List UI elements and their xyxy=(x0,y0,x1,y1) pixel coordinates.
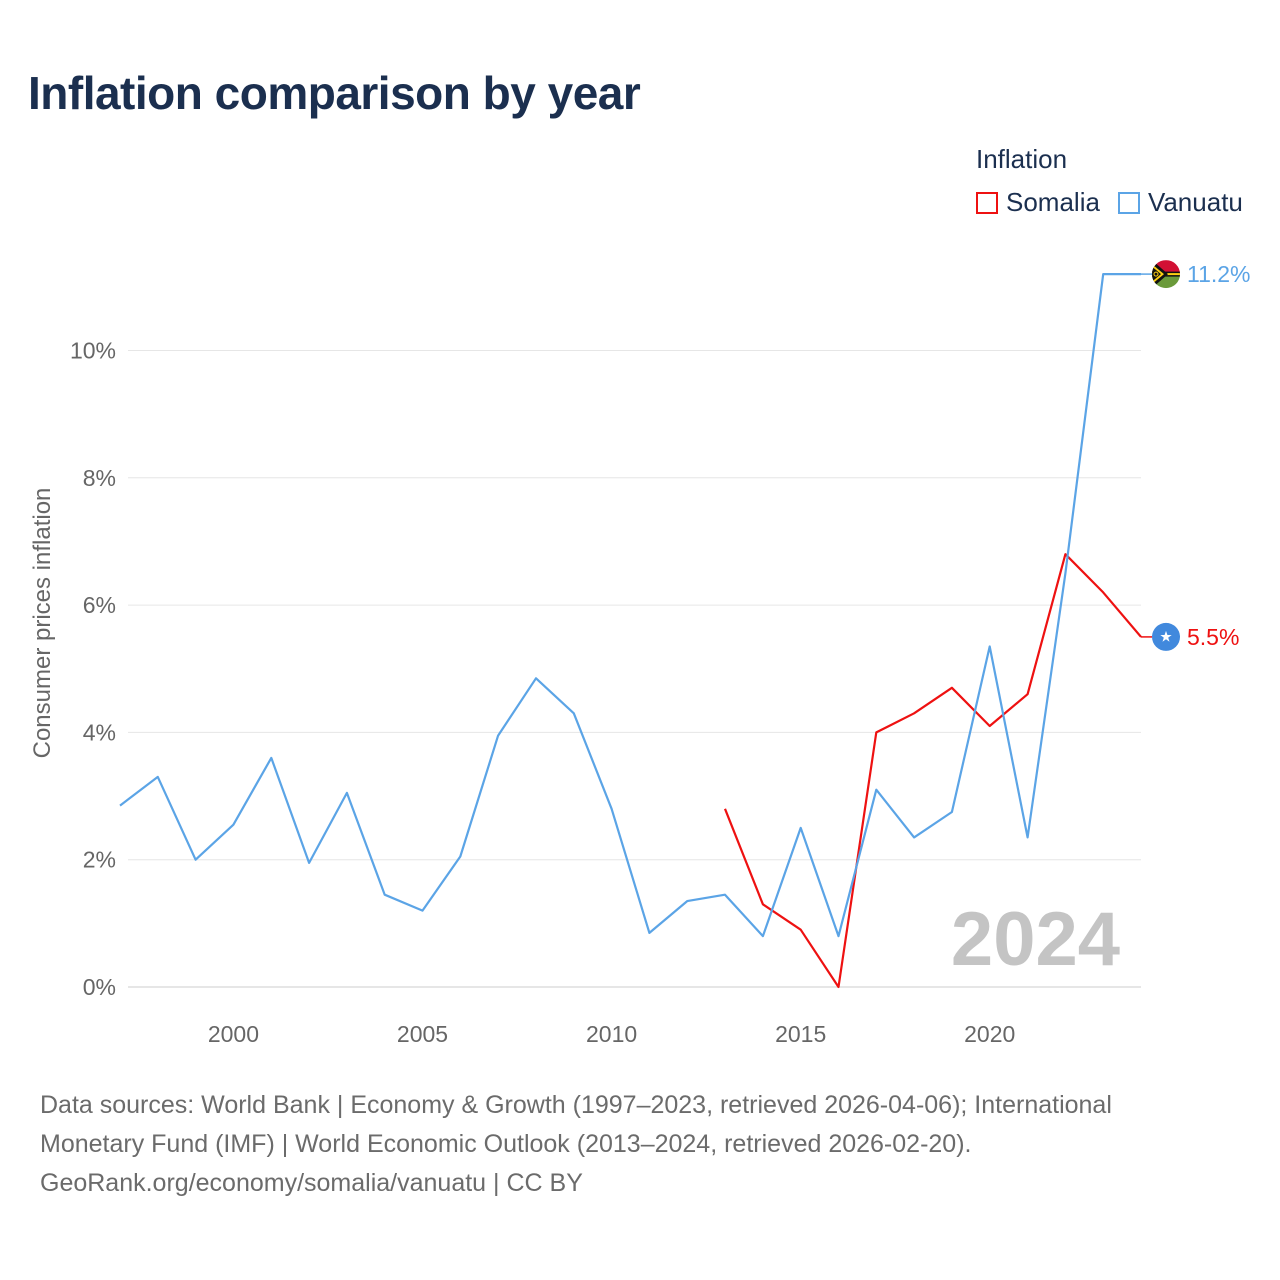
y-tick-label: 10% xyxy=(70,337,116,363)
x-tick-label: 2000 xyxy=(208,1021,259,1047)
legend-title: Inflation xyxy=(976,144,1068,174)
legend-item-somalia[interactable]: Somalia xyxy=(976,187,1100,218)
sources-line-2: Monetary Fund (IMF) | World Economic Out… xyxy=(40,1130,972,1158)
sources-line-3: GeoRank.org/economy/somalia/vanuatu | CC… xyxy=(40,1169,583,1197)
legend-label-somalia: Somalia xyxy=(1006,187,1100,217)
legend-swatch-somalia xyxy=(976,191,998,214)
x-tick-label: 2020 xyxy=(964,1021,1015,1047)
line-chart: 0%2%4%6%8%10% 2000 2005 2010 2015 2020 2024 … xyxy=(29,260,1251,1047)
y-tick-label: 8% xyxy=(83,465,116,491)
x-tick-label: 2015 xyxy=(775,1021,826,1047)
y-axis-title: Consumer prices inflation xyxy=(29,488,56,759)
legend-swatch-vanuatu xyxy=(1117,191,1140,214)
end-label-vanuatu: 11.2% xyxy=(1187,261,1251,287)
series-lines xyxy=(119,273,1152,989)
y-axis-tick-labels: 0% 2% 4% 6% 8% 10% xyxy=(70,337,116,1000)
legend-label-vanuatu: Vanuatu xyxy=(1147,187,1243,217)
y-tick-label: 0% xyxy=(83,974,116,1000)
x-axis-tick-labels: 2000 2005 2010 2015 2020 xyxy=(208,1021,1015,1047)
page-title: Inflation comparison by year xyxy=(28,67,641,119)
x-tick-label: 2010 xyxy=(586,1021,637,1047)
end-markers xyxy=(1152,260,1180,651)
sources-line-1: Data sources: World Bank | Economy & Gro… xyxy=(40,1091,1112,1119)
x-tick-label: 2005 xyxy=(397,1021,448,1047)
data-sources: Data sources: World Bank | Economy & Gro… xyxy=(40,1086,1240,1203)
year-watermark: 2024 xyxy=(951,897,1120,982)
y-tick-label: 2% xyxy=(83,847,116,873)
legend: Inflation Somalia Vanuatu xyxy=(976,144,1243,218)
y-tick-label: 6% xyxy=(83,592,116,618)
series-line-somalia[interactable] xyxy=(723,553,1142,989)
y-tick-label: 4% xyxy=(83,719,116,745)
series-line-vanuatu[interactable] xyxy=(119,273,1141,938)
legend-items: Somalia Vanuatu xyxy=(976,187,1243,218)
vanuatu-flag-icon xyxy=(1152,260,1180,289)
end-label-somalia: 5.5% xyxy=(1187,624,1239,650)
grid-lines xyxy=(128,349,1141,988)
legend-item-vanuatu[interactable]: Vanuatu xyxy=(1117,187,1243,218)
somalia-flag-icon xyxy=(1152,622,1180,651)
end-value-labels: 5.5% 11.2% xyxy=(1187,261,1251,650)
